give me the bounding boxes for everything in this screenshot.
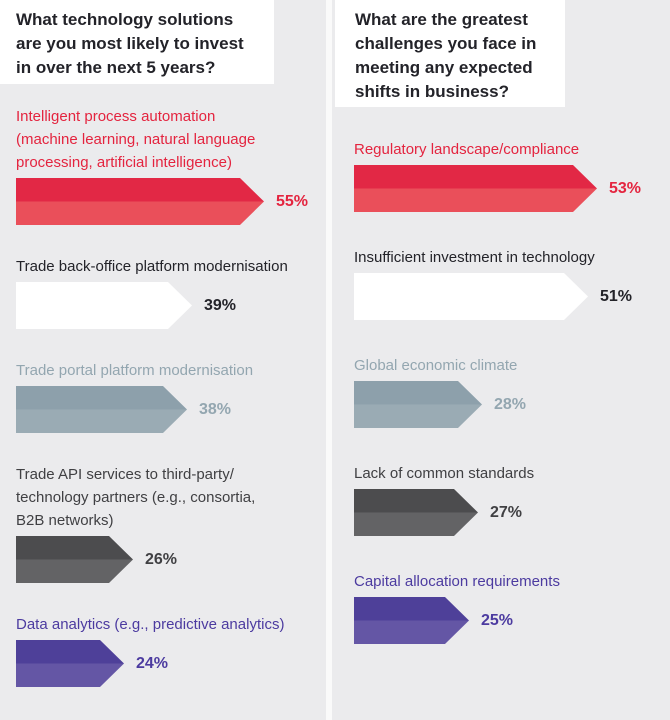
question-title-right: What are the greatest challenges you fac… xyxy=(335,0,565,107)
bar-list-left: Intelligent process automation (machine … xyxy=(0,105,326,687)
bar-category-label: Global economic climate xyxy=(354,357,518,374)
bar-row: 26% xyxy=(16,536,326,583)
question-title-left: What technology solutions are you most l… xyxy=(0,0,274,84)
bar-item: Lack of common standards 27% xyxy=(354,462,670,536)
bar-category-label: Regulatory landscape/compliance xyxy=(354,141,580,158)
bar-shape xyxy=(354,489,478,536)
bar-value-label: 39% xyxy=(204,296,237,314)
bar-list-right: Regulatory landscape/compliance 53% Insu… xyxy=(332,138,670,644)
bar-category-label: Intelligent process automation (machine … xyxy=(16,108,256,171)
chart-column-challenges: What are the greatest challenges you fac… xyxy=(332,0,670,678)
bar-value-label: 27% xyxy=(490,503,523,521)
bar-value-label: 25% xyxy=(481,611,514,629)
bar-value-label: 24% xyxy=(136,654,169,672)
bar-value-label: 51% xyxy=(600,287,633,305)
bar-row: 38% xyxy=(16,386,326,433)
bar-item: Trade back-office platform modernisation… xyxy=(16,255,326,329)
bar-value-label: 26% xyxy=(145,550,178,568)
bar-row: 25% xyxy=(354,597,670,644)
bar-value-label: 55% xyxy=(276,192,309,210)
bar-item: Capital allocation requirements 25% xyxy=(354,570,670,644)
bar-shape xyxy=(16,282,192,329)
column-divider xyxy=(326,0,332,720)
bar-shape xyxy=(354,597,469,644)
bar-shape xyxy=(16,536,133,583)
bar-shape xyxy=(354,381,482,428)
bar-category-label: Lack of common standards xyxy=(354,465,535,482)
bar-item: Intelligent process automation (machine … xyxy=(16,105,326,225)
bar-shape xyxy=(354,273,588,320)
bar-item: Data analytics (e.g., predictive analyti… xyxy=(16,613,326,687)
bar-row: 51% xyxy=(354,273,670,320)
bar-item: Global economic climate 28% xyxy=(354,354,670,428)
bar-value-label: 53% xyxy=(609,179,642,197)
bar-value-label: 38% xyxy=(199,400,232,418)
bar-item: Insufficient investment in technology 51… xyxy=(354,246,670,320)
bar-row: 28% xyxy=(354,381,670,428)
bar-row: 39% xyxy=(16,282,326,329)
bar-shape xyxy=(16,386,187,433)
bar-shape xyxy=(16,640,124,687)
bar-item: Regulatory landscape/compliance 53% xyxy=(354,138,670,212)
bar-value-label: 28% xyxy=(494,395,527,413)
chart-column-technology: What technology solutions are you most l… xyxy=(0,0,326,717)
bar-item: Trade API services to third-party/ techn… xyxy=(16,463,326,583)
bar-category-label: Trade API services to third-party/ techn… xyxy=(16,466,256,529)
bar-category-label: Trade portal platform modernisation xyxy=(16,362,254,379)
bar-row: 55% xyxy=(16,178,326,225)
bar-row: 24% xyxy=(16,640,326,687)
bar-category-label: Data analytics (e.g., predictive analyti… xyxy=(16,616,285,633)
bar-item: Trade portal platform modernisation 38% xyxy=(16,359,326,433)
bar-category-label: Trade back-office platform modernisation xyxy=(16,258,288,275)
bar-category-label: Insufficient investment in technology xyxy=(354,249,595,266)
bar-row: 53% xyxy=(354,165,670,212)
bar-shape xyxy=(354,165,597,212)
bar-shape xyxy=(16,178,264,225)
bar-row: 27% xyxy=(354,489,670,536)
bar-category-label: Capital allocation requirements xyxy=(354,573,560,590)
